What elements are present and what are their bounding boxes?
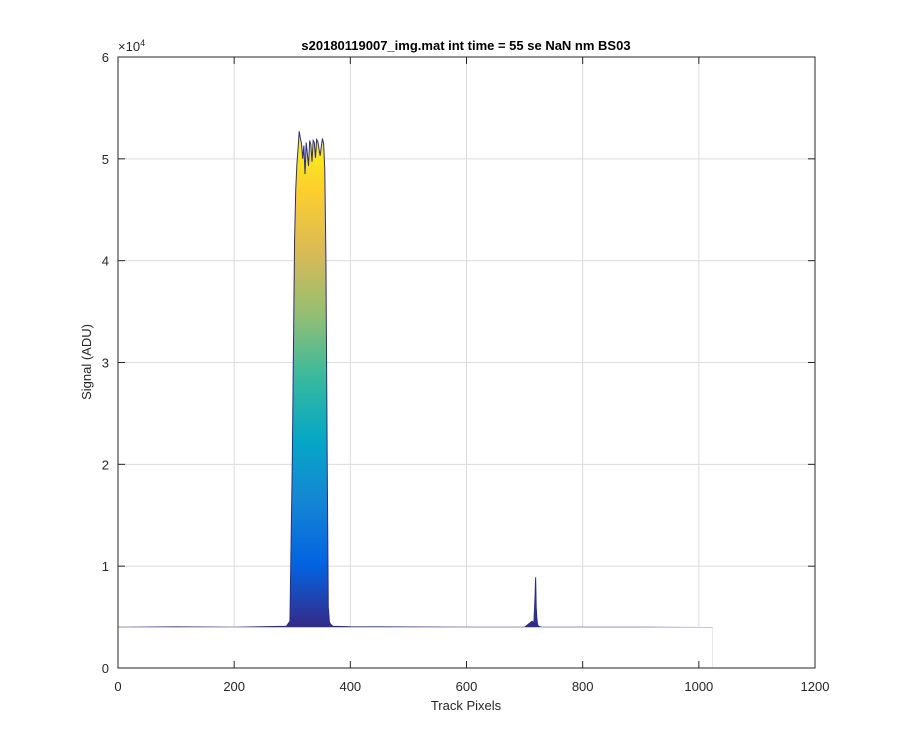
- chart-title: s20180119007_img.mat int time = 55 se Na…: [301, 38, 630, 53]
- y-tick-label: 6: [102, 50, 109, 65]
- x-tick-label: 400: [339, 679, 361, 694]
- x-ticks: 0 200 400 600 800 1000 1200: [114, 57, 829, 694]
- series-layer: [118, 131, 713, 668]
- series-fill-mask: [118, 627, 713, 668]
- y-axis-title: Signal (ADU): [79, 324, 94, 400]
- y-tick-label: 4: [102, 254, 109, 269]
- x-axis-title: Track Pixels: [431, 698, 502, 713]
- y-tick-label: 1: [102, 559, 109, 574]
- y-exponent-base: ×10: [118, 39, 140, 54]
- x-tick-label: 1200: [801, 679, 830, 694]
- y-tick-label: 0: [102, 661, 109, 676]
- grid: [118, 57, 815, 668]
- y-tick-label: 3: [102, 356, 109, 371]
- y-tick-label: 2: [102, 457, 109, 472]
- y-exponent-label: ×104: [118, 38, 145, 54]
- x-tick-label: 600: [456, 679, 478, 694]
- y-tick-label: 5: [102, 152, 109, 167]
- x-tick-label: 1000: [684, 679, 713, 694]
- y-exponent-power: 4: [140, 38, 145, 48]
- x-tick-label: 200: [223, 679, 245, 694]
- series-line: [118, 131, 713, 628]
- x-tick-label: 800: [572, 679, 594, 694]
- y-ticks: 0 1 2 3 4 5 6: [102, 50, 815, 676]
- x-tick-label: 0: [114, 679, 121, 694]
